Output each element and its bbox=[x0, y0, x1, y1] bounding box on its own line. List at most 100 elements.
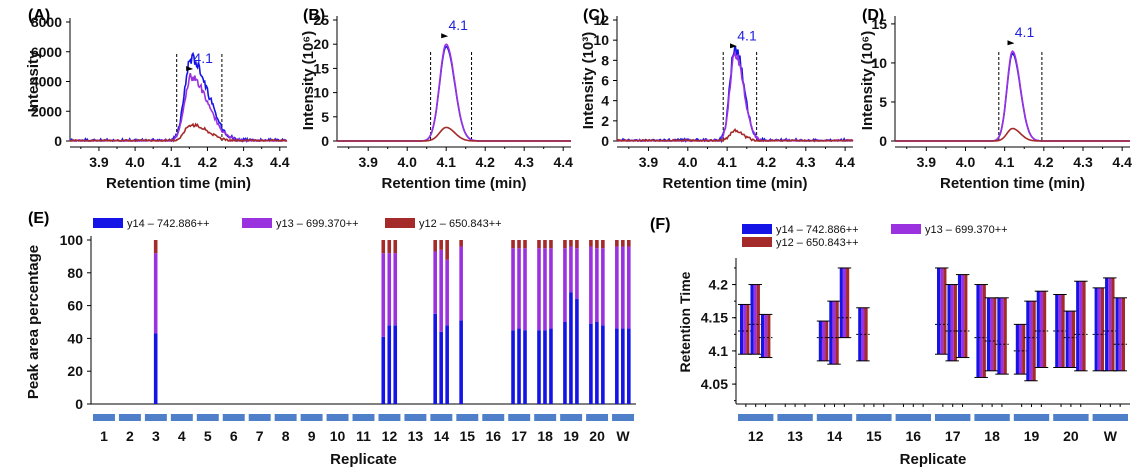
y14-bar-segment bbox=[153, 333, 158, 404]
category-label: 20 bbox=[589, 428, 605, 444]
y14-bar-segment bbox=[589, 323, 593, 404]
category-box bbox=[534, 414, 557, 421]
apex-marker bbox=[186, 66, 194, 72]
y14-range-bar bbox=[740, 304, 744, 355]
y-tick-label: 10 bbox=[593, 32, 609, 48]
y14-range-bar bbox=[1115, 297, 1119, 371]
category-label: W bbox=[616, 428, 630, 444]
category-box bbox=[508, 414, 531, 421]
category-box bbox=[1053, 414, 1089, 421]
panel-label: (F) bbox=[650, 216, 670, 233]
y14-range-bar bbox=[1015, 324, 1019, 375]
y13-range-bar bbox=[1018, 324, 1023, 375]
category-label: 14 bbox=[434, 428, 450, 444]
y-tick-label: 4.05 bbox=[701, 376, 728, 392]
y-tick-label: 6000 bbox=[31, 44, 62, 60]
y14-range-bar bbox=[1105, 277, 1109, 371]
y14-bar-segment bbox=[543, 330, 547, 404]
y14-range-bar bbox=[1065, 311, 1069, 368]
legend-label: y14 – 742.886++ bbox=[776, 224, 859, 236]
x-axis-label: Replicate bbox=[900, 451, 967, 468]
y-tick-label: 15 bbox=[313, 60, 329, 76]
y14-trace bbox=[616, 45, 854, 144]
category-box bbox=[974, 414, 1010, 421]
y13-bar-segment bbox=[563, 248, 567, 322]
y14-range-bar bbox=[986, 297, 991, 371]
y-tick-label: 4000 bbox=[31, 74, 62, 90]
y14-bar-segment bbox=[575, 299, 579, 404]
y12-range-bar bbox=[1003, 297, 1007, 375]
y-tick-label: 0 bbox=[75, 396, 83, 412]
y12-range-bar bbox=[746, 304, 750, 355]
y12-bar-segment bbox=[459, 240, 463, 247]
x-tick-label: 3.9 bbox=[89, 154, 109, 170]
panel-label: (A) bbox=[28, 7, 50, 24]
category-box bbox=[1092, 414, 1128, 421]
y13-bar-segment bbox=[393, 253, 398, 326]
y14-bar-segment bbox=[615, 328, 619, 404]
y13-bar-segment bbox=[153, 253, 158, 334]
category-label: 17 bbox=[511, 428, 527, 444]
y13-bar-segment bbox=[595, 248, 599, 322]
y13-range-bar bbox=[1079, 281, 1083, 371]
y13-range-bar bbox=[950, 284, 954, 361]
x-tick-label: 4.1 bbox=[436, 154, 456, 170]
peak-rt-label: 4.1 bbox=[737, 27, 757, 43]
apex-marker bbox=[441, 33, 449, 39]
y13-legend-swatch bbox=[891, 224, 921, 234]
category-box bbox=[738, 414, 774, 421]
y12-bar-segment bbox=[543, 240, 547, 249]
category-label: 15 bbox=[460, 428, 476, 444]
y14-range-bar bbox=[997, 297, 1001, 375]
y12-bar-segment bbox=[601, 240, 605, 249]
category-label: 12 bbox=[748, 428, 764, 444]
y-tick-label: 4.2 bbox=[709, 277, 729, 293]
x-tick-label: 4.2 bbox=[198, 154, 218, 170]
y12-bar-segment bbox=[439, 240, 443, 250]
category-label: 17 bbox=[945, 428, 961, 444]
y12-range-bar bbox=[953, 284, 957, 361]
category-label: 13 bbox=[787, 428, 803, 444]
y-tick-label: 2 bbox=[601, 113, 609, 129]
y13-range-bar bbox=[1000, 297, 1004, 375]
y13-range-bar bbox=[990, 297, 994, 371]
y12-bar-segment bbox=[433, 240, 437, 252]
y12-range-bar bbox=[825, 321, 829, 361]
y12-range-bar bbox=[1121, 297, 1125, 371]
y12-trace bbox=[616, 127, 853, 143]
category-box bbox=[612, 414, 634, 421]
y14-bar-segment bbox=[381, 336, 386, 404]
y-tick-label: 5 bbox=[879, 94, 887, 110]
y14-range-bar bbox=[818, 321, 822, 361]
category-label: 3 bbox=[152, 428, 160, 444]
category-box bbox=[300, 414, 323, 421]
y14-range-bar bbox=[829, 301, 833, 365]
y-tick-label: 2000 bbox=[31, 103, 62, 119]
category-label: 12 bbox=[382, 428, 398, 444]
y12-range-bar bbox=[1111, 277, 1115, 371]
category-label: 18 bbox=[537, 428, 553, 444]
y12-legend-swatch bbox=[385, 218, 415, 228]
category-label: 1 bbox=[100, 428, 108, 444]
category-label: 18 bbox=[984, 428, 1000, 444]
x-tick-label: 3.9 bbox=[639, 154, 659, 170]
y-tick-label: 40 bbox=[67, 330, 83, 346]
y12-bar-segment bbox=[569, 240, 573, 247]
y13-range-bar bbox=[1068, 311, 1072, 368]
y13-range-bar bbox=[861, 307, 865, 361]
category-box bbox=[274, 414, 297, 421]
y14-range-bar bbox=[839, 267, 843, 338]
y12-bar-segment bbox=[387, 240, 392, 254]
y12-range-bar bbox=[1032, 301, 1036, 381]
y-tick-label: 4 bbox=[601, 93, 609, 109]
y13-bar-segment bbox=[575, 248, 579, 300]
y12-bar-segment bbox=[549, 240, 553, 249]
y13-range-bar bbox=[832, 301, 836, 365]
y13-range-bar bbox=[842, 267, 847, 338]
category-box bbox=[196, 414, 219, 421]
y14-range-bar bbox=[1026, 301, 1030, 381]
apex-marker bbox=[1007, 40, 1015, 46]
y13-range-bar bbox=[1058, 294, 1062, 368]
y14-bar-segment bbox=[517, 328, 521, 404]
